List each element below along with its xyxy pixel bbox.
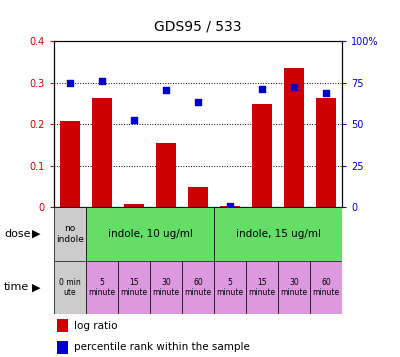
Bar [156, 143, 176, 207]
Point [291, 84, 297, 90]
Bar [60, 121, 80, 207]
Bar [278, 261, 310, 314]
Text: ▶: ▶ [32, 229, 40, 239]
Text: dose: dose [4, 229, 30, 239]
Bar [284, 68, 304, 207]
Text: 15
minute: 15 minute [120, 278, 148, 297]
Text: log ratio: log ratio [74, 321, 118, 331]
Bar [220, 206, 240, 207]
Text: 0 min
ute: 0 min ute [59, 278, 81, 297]
Point [163, 87, 169, 93]
Bar [57, 319, 68, 332]
Bar [54, 261, 86, 314]
Bar [214, 261, 246, 314]
Bar [246, 261, 278, 314]
Bar [182, 261, 214, 314]
Text: GDS95 / 533: GDS95 / 533 [154, 20, 242, 34]
Text: time: time [4, 282, 29, 292]
Text: 5
minute: 5 minute [88, 278, 116, 297]
Bar [118, 261, 150, 314]
Bar [188, 187, 208, 207]
Point [99, 78, 105, 84]
Bar [57, 341, 68, 353]
Text: 30
minute: 30 minute [280, 278, 308, 297]
Text: ▶: ▶ [32, 282, 40, 292]
Text: indole, 10 ug/ml: indole, 10 ug/ml [108, 229, 192, 239]
Text: 60
minute: 60 minute [184, 278, 212, 297]
Text: 60
minute: 60 minute [312, 278, 340, 297]
Bar [316, 98, 336, 207]
Text: 15
minute: 15 minute [248, 278, 276, 297]
Bar [310, 261, 342, 314]
Bar [86, 261, 118, 314]
Bar [150, 261, 182, 314]
Text: 30
minute: 30 minute [152, 278, 180, 297]
Point [227, 203, 233, 209]
Text: indole, 15 ug/ml: indole, 15 ug/ml [236, 229, 320, 239]
Bar [124, 204, 144, 207]
Point [259, 86, 265, 92]
Bar [92, 98, 112, 207]
Text: 5
minute: 5 minute [216, 278, 244, 297]
Text: no
indole: no indole [56, 224, 84, 243]
Point [195, 99, 201, 105]
Point [67, 80, 73, 85]
Bar [54, 207, 86, 261]
Bar [214, 207, 342, 261]
Bar [252, 104, 272, 207]
Bar [86, 207, 214, 261]
Point [323, 90, 329, 96]
Text: percentile rank within the sample: percentile rank within the sample [74, 342, 250, 352]
Point [131, 117, 137, 123]
